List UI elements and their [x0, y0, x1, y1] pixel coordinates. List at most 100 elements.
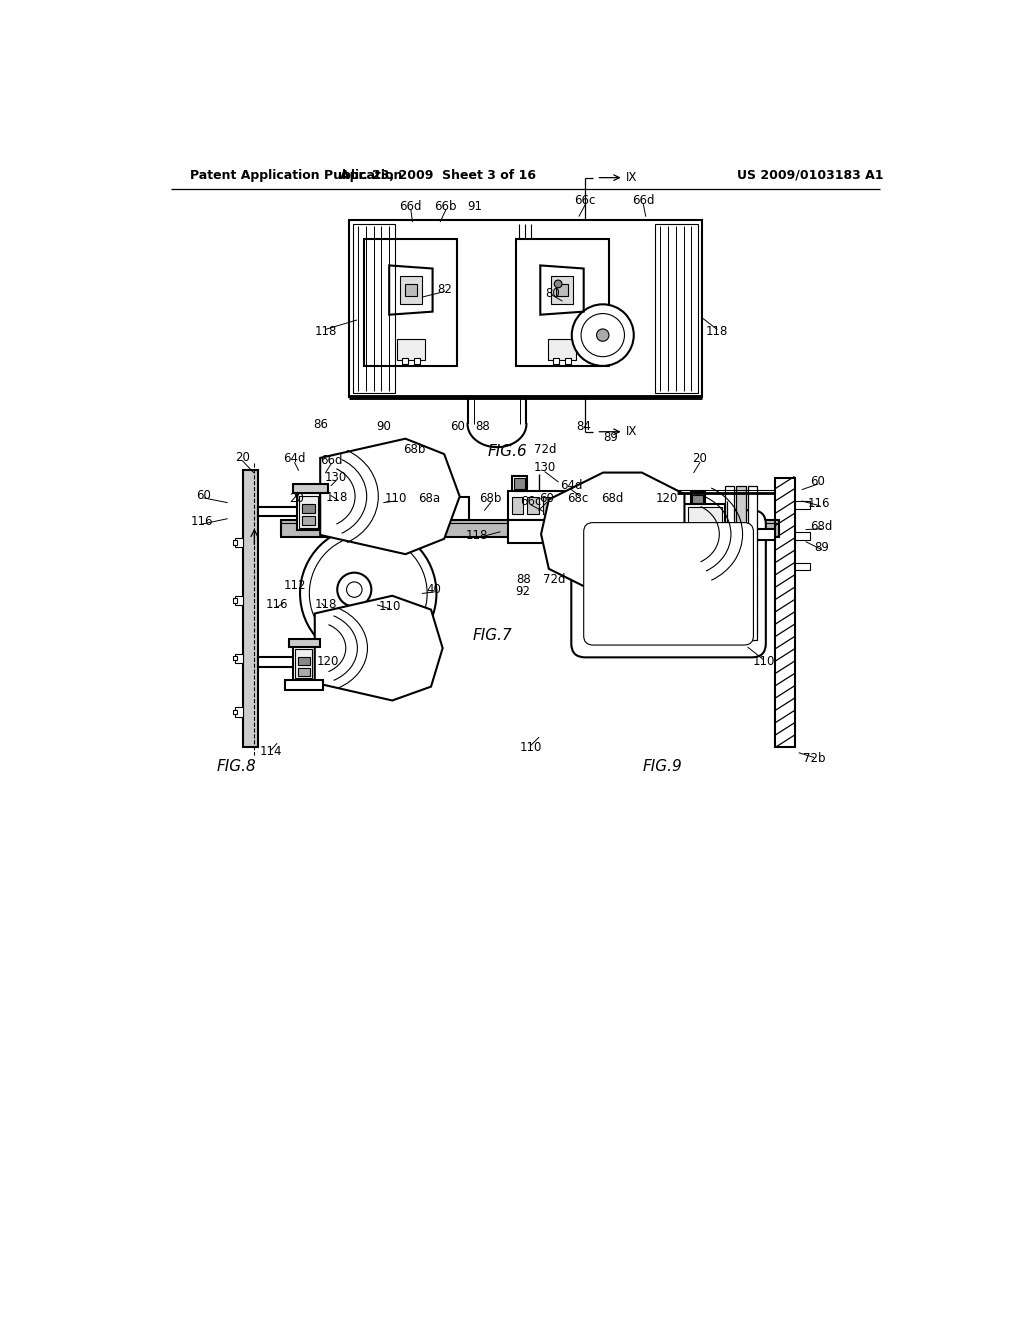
Text: 112: 112	[284, 579, 306, 593]
Text: 66d: 66d	[319, 454, 342, 467]
Circle shape	[554, 280, 562, 288]
Text: 72d: 72d	[534, 444, 556, 455]
Text: 120: 120	[316, 655, 339, 668]
Circle shape	[309, 535, 427, 652]
Text: 110: 110	[520, 741, 542, 754]
Polygon shape	[321, 438, 460, 554]
Bar	[415, 498, 469, 520]
Bar	[736, 486, 745, 640]
Bar	[258, 507, 301, 516]
Bar	[289, 639, 321, 647]
Text: 60: 60	[539, 492, 554, 506]
Text: IX: IX	[626, 172, 637, 185]
Bar	[234, 539, 243, 548]
Bar	[302, 504, 314, 513]
FancyBboxPatch shape	[584, 523, 754, 645]
Bar	[725, 511, 732, 557]
Bar	[725, 486, 734, 640]
Bar	[293, 484, 328, 494]
Text: 116: 116	[190, 515, 213, 528]
Bar	[748, 486, 758, 640]
Bar	[548, 339, 575, 360]
Circle shape	[300, 525, 436, 661]
Bar	[734, 553, 758, 568]
Text: 84: 84	[577, 420, 591, 433]
Text: 64d: 64d	[284, 453, 306, 465]
Text: 120: 120	[655, 492, 678, 506]
Text: 66c: 66c	[520, 495, 542, 508]
Text: 20: 20	[236, 450, 250, 463]
Polygon shape	[541, 473, 684, 595]
Text: 66d: 66d	[632, 194, 654, 207]
Text: 88: 88	[516, 573, 530, 586]
Bar	[543, 498, 554, 515]
Bar	[233, 656, 237, 660]
Bar	[734, 532, 758, 545]
Text: 92: 92	[516, 585, 530, 598]
Bar	[233, 540, 237, 545]
Bar	[397, 339, 425, 360]
Bar	[723, 507, 734, 561]
Text: 90: 90	[376, 420, 391, 433]
Text: 40: 40	[427, 583, 441, 597]
Text: 72b: 72b	[803, 752, 825, 766]
Text: 66b: 66b	[434, 199, 457, 213]
Bar	[795, 502, 810, 508]
Text: 68d: 68d	[601, 492, 624, 506]
Bar	[365, 239, 458, 367]
Bar	[508, 491, 569, 520]
Bar	[421, 503, 430, 515]
Text: 86: 86	[312, 417, 328, 430]
Text: 89: 89	[603, 430, 618, 444]
Circle shape	[597, 329, 609, 342]
Text: 110: 110	[384, 492, 407, 506]
Bar	[734, 597, 758, 610]
Text: 118: 118	[706, 325, 728, 338]
Bar	[243, 470, 258, 747]
Text: 116: 116	[265, 598, 288, 611]
Circle shape	[716, 572, 741, 597]
Bar	[298, 657, 310, 665]
Text: 118: 118	[326, 491, 348, 504]
Bar	[233, 598, 237, 603]
Text: Patent Application Publication: Patent Application Publication	[190, 169, 402, 182]
Bar	[282, 520, 779, 537]
Text: 68c: 68c	[567, 492, 588, 506]
Bar	[551, 276, 572, 304]
Bar	[795, 532, 810, 540]
Text: FIG.9: FIG.9	[643, 759, 683, 775]
Bar	[687, 507, 722, 525]
Bar	[297, 494, 321, 531]
Bar	[400, 276, 422, 304]
Circle shape	[346, 582, 362, 598]
Bar	[795, 562, 810, 570]
Bar	[690, 492, 705, 504]
Bar	[732, 529, 775, 540]
Text: 130: 130	[325, 471, 347, 484]
Text: IX: IX	[626, 425, 637, 438]
Text: 60: 60	[197, 490, 211, 502]
Bar	[436, 503, 445, 515]
Bar	[734, 576, 758, 589]
Bar	[421, 486, 433, 495]
Bar	[298, 668, 310, 676]
Bar	[515, 239, 608, 367]
Bar	[553, 358, 559, 364]
Text: 68d: 68d	[810, 520, 833, 533]
Text: 89: 89	[814, 541, 829, 554]
Text: FIG.6: FIG.6	[487, 444, 527, 458]
Bar	[734, 618, 758, 632]
Bar	[775, 478, 795, 747]
Bar	[527, 498, 539, 515]
Bar	[512, 475, 527, 491]
Text: 88: 88	[475, 420, 490, 433]
Text: 68b: 68b	[403, 444, 426, 455]
Bar	[349, 220, 701, 397]
Text: 80: 80	[546, 286, 560, 300]
Text: 118: 118	[466, 529, 488, 543]
Text: 68a: 68a	[418, 492, 439, 506]
Text: 116: 116	[808, 496, 830, 510]
Text: 66d: 66d	[399, 199, 422, 213]
Bar	[401, 358, 408, 364]
Bar	[234, 653, 243, 663]
